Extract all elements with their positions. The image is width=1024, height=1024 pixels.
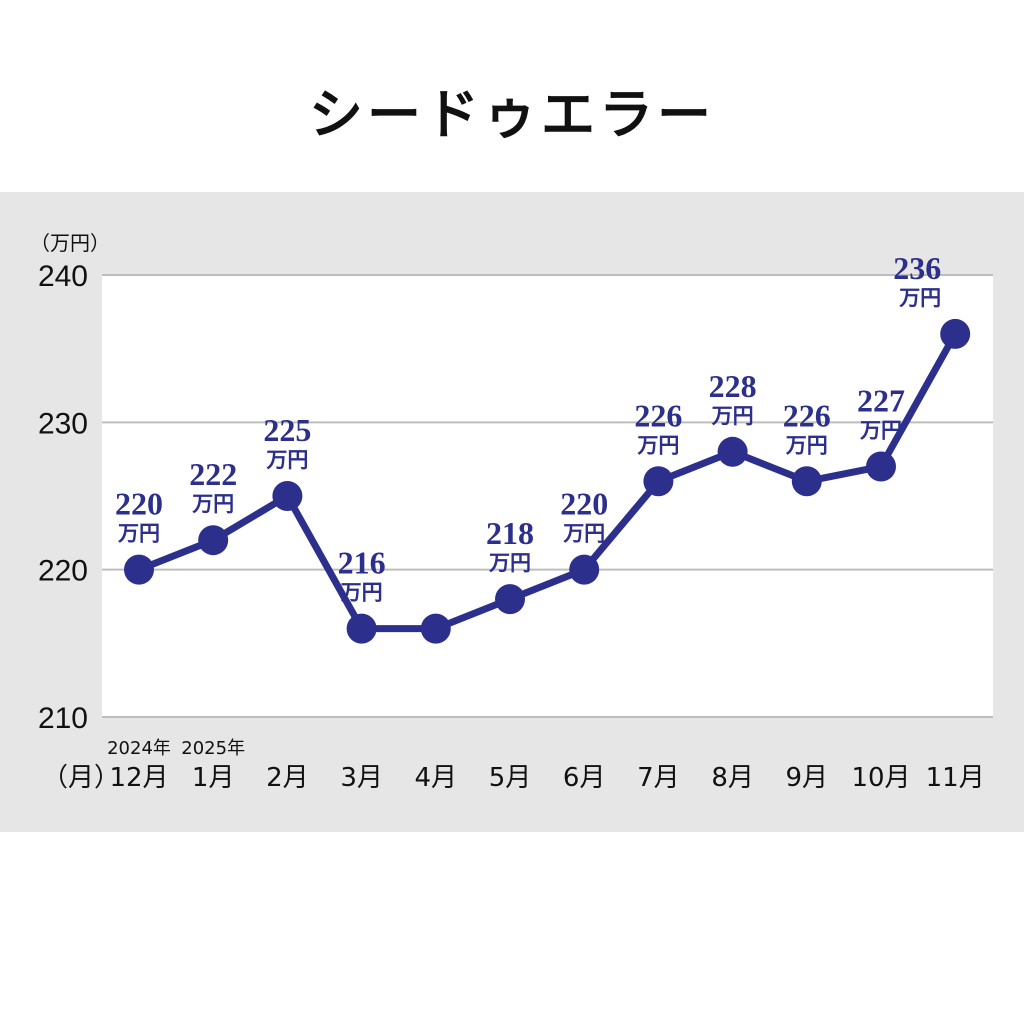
data-label: 236 xyxy=(893,250,941,286)
data-label-unit: 万円 xyxy=(562,522,605,546)
x-tick-label: 4月 xyxy=(415,763,458,793)
x-tick-label: 12月 xyxy=(109,763,168,793)
y-tick-label: 210 xyxy=(38,702,88,735)
data-point xyxy=(346,613,377,644)
y-tick-label: 230 xyxy=(38,407,88,440)
line-chart: 210 220 230 240 （万円） （月）12月 1月 2月 3月 4月 5月 6月 7月 8月 9月… xyxy=(30,231,993,793)
y-tick-label: 240 xyxy=(38,260,88,293)
data-point xyxy=(940,318,971,349)
data-point xyxy=(866,451,896,482)
plot-area xyxy=(102,275,993,717)
x-tick-label: 2月 xyxy=(266,763,309,793)
data-label: 220 xyxy=(115,486,163,522)
data-label: 226 xyxy=(783,397,831,433)
year-label: 2025年 xyxy=(181,738,245,759)
data-label: 218 xyxy=(486,515,534,551)
data-label: 220 xyxy=(560,486,608,522)
data-label-unit: 万円 xyxy=(117,522,160,546)
data-point xyxy=(569,554,600,585)
x-tick-label: 1月 xyxy=(192,763,235,793)
data-label-unit: 万円 xyxy=(636,433,679,457)
y-tick-label: 220 xyxy=(38,555,88,588)
data-label-unit: 万円 xyxy=(785,433,828,457)
data-label: 222 xyxy=(189,456,237,492)
data-label-unit: 万円 xyxy=(711,404,754,428)
x-tick-label: 7月 xyxy=(637,763,680,793)
data-label-unit: 万円 xyxy=(859,419,902,443)
data-point xyxy=(272,481,303,511)
chart-title: シードゥエラー xyxy=(309,83,715,146)
data-label: 227 xyxy=(857,383,905,419)
y-axis-unit: （万円） xyxy=(30,231,110,255)
data-point xyxy=(420,613,451,644)
x-tick-label: 8月 xyxy=(711,763,754,793)
data-label: 225 xyxy=(263,412,311,448)
data-point xyxy=(495,584,525,615)
data-point xyxy=(198,525,229,556)
data-label-unit: 万円 xyxy=(265,448,308,472)
x-tick-label: 10月 xyxy=(851,763,910,793)
data-label: 228 xyxy=(709,368,757,404)
data-label: 216 xyxy=(338,545,386,581)
data-label-unit: 万円 xyxy=(191,492,234,516)
x-tick-label: 9月 xyxy=(786,763,829,793)
data-point xyxy=(791,466,822,497)
data-label-unit: 万円 xyxy=(488,551,531,575)
x-tick-label: 11月 xyxy=(926,763,985,793)
x-tick-label: 6月 xyxy=(563,763,606,793)
data-point xyxy=(643,466,674,497)
x-tick-label: 5月 xyxy=(489,763,532,793)
data-point xyxy=(717,436,748,467)
data-label-unit: 万円 xyxy=(340,581,383,605)
year-label: 2024年 xyxy=(107,738,171,759)
chart-panel: 210 220 230 240 （万円） （月） 12月 1月 2月 3月 4月 5月 6月 7月 8月 9月… xyxy=(0,192,1024,832)
x-tick-label: 3月 xyxy=(340,763,383,793)
data-label: 226 xyxy=(634,397,682,433)
data-label-unit: 万円 xyxy=(898,286,941,310)
x-axis-unit: （月） xyxy=(42,763,120,793)
data-point xyxy=(124,554,154,585)
